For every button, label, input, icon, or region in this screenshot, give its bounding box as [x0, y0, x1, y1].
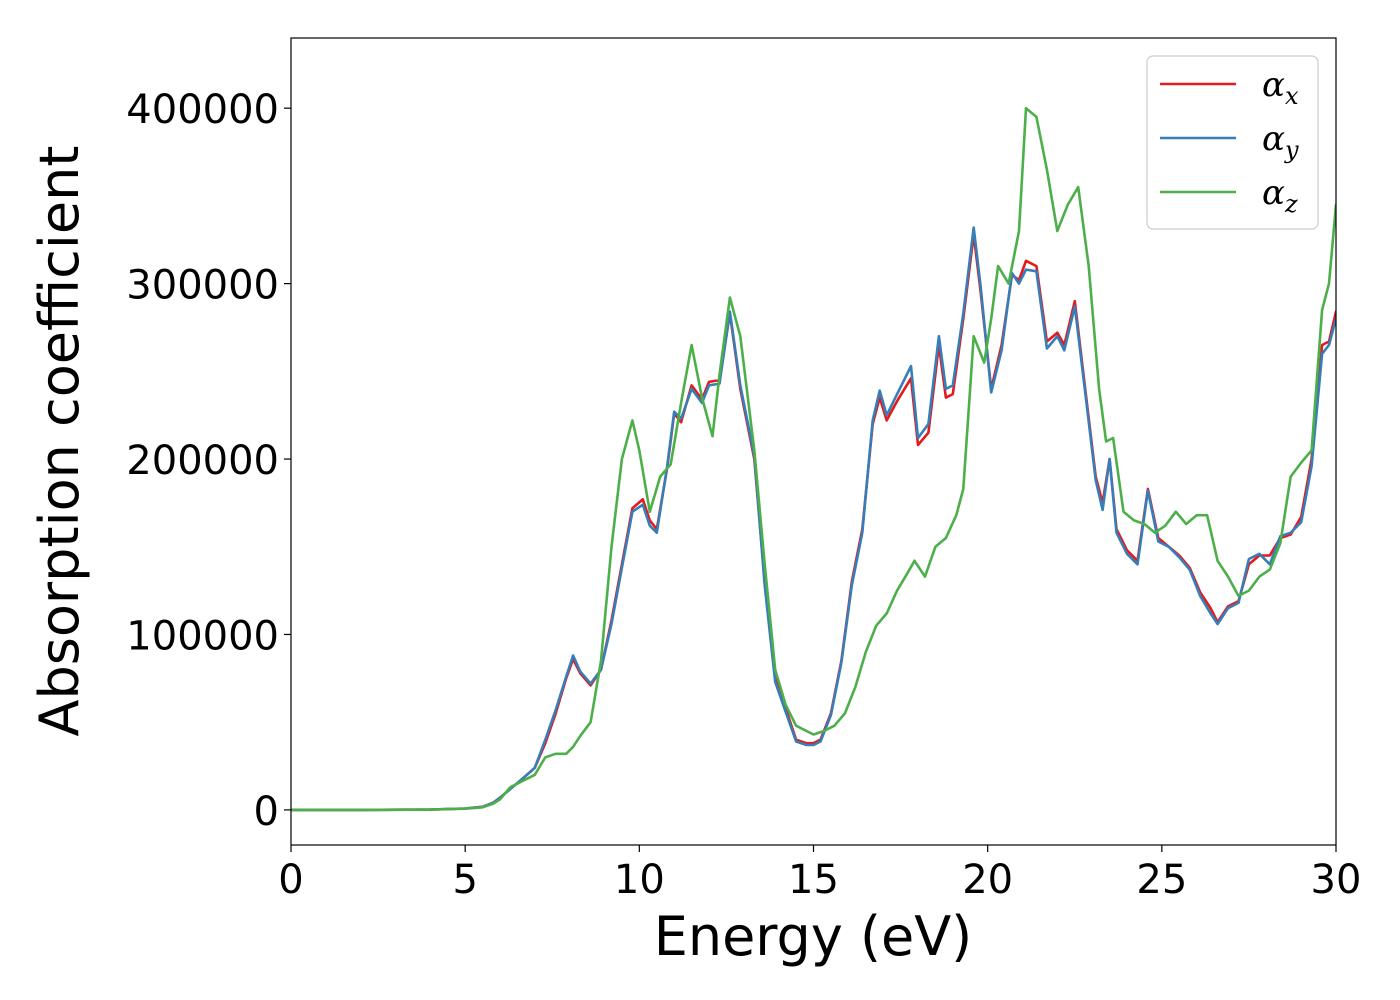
- legend: αx αy αz: [1146, 55, 1319, 230]
- series-line-y: [291, 226, 1336, 812]
- y-tick-label: 200000: [126, 438, 279, 484]
- x-tick-label: 20: [962, 857, 1013, 903]
- series-line-z: [291, 106, 1336, 812]
- y-tick-label: 100000: [126, 613, 279, 659]
- x-tick-label: 0: [278, 857, 303, 903]
- y-tick-label: 400000: [126, 87, 279, 133]
- legend-box: [1146, 55, 1319, 230]
- x-tick-label: 10: [614, 857, 665, 903]
- x-tick-label: 30: [1311, 857, 1362, 903]
- y-tick-label: 300000: [126, 263, 279, 309]
- y-axis-title: Absorption coefficient: [28, 146, 91, 737]
- ticks-layer: 0 5 10 15 20 25 30 0 100000 200000 300000 400000: [126, 87, 1361, 903]
- legend-label-y: αy: [1262, 119, 1299, 164]
- y-tick-label: 0: [254, 789, 279, 835]
- x-axis-title: Energy (eV): [654, 905, 973, 968]
- legend-label-x: αx: [1262, 65, 1299, 110]
- x-tick-label: 5: [452, 857, 477, 903]
- series-layer: [291, 106, 1336, 812]
- legend-label-z: αz: [1262, 173, 1298, 218]
- series-line-x: [291, 233, 1336, 812]
- x-tick-label: 25: [1136, 857, 1187, 903]
- x-tick-label: 15: [788, 857, 839, 903]
